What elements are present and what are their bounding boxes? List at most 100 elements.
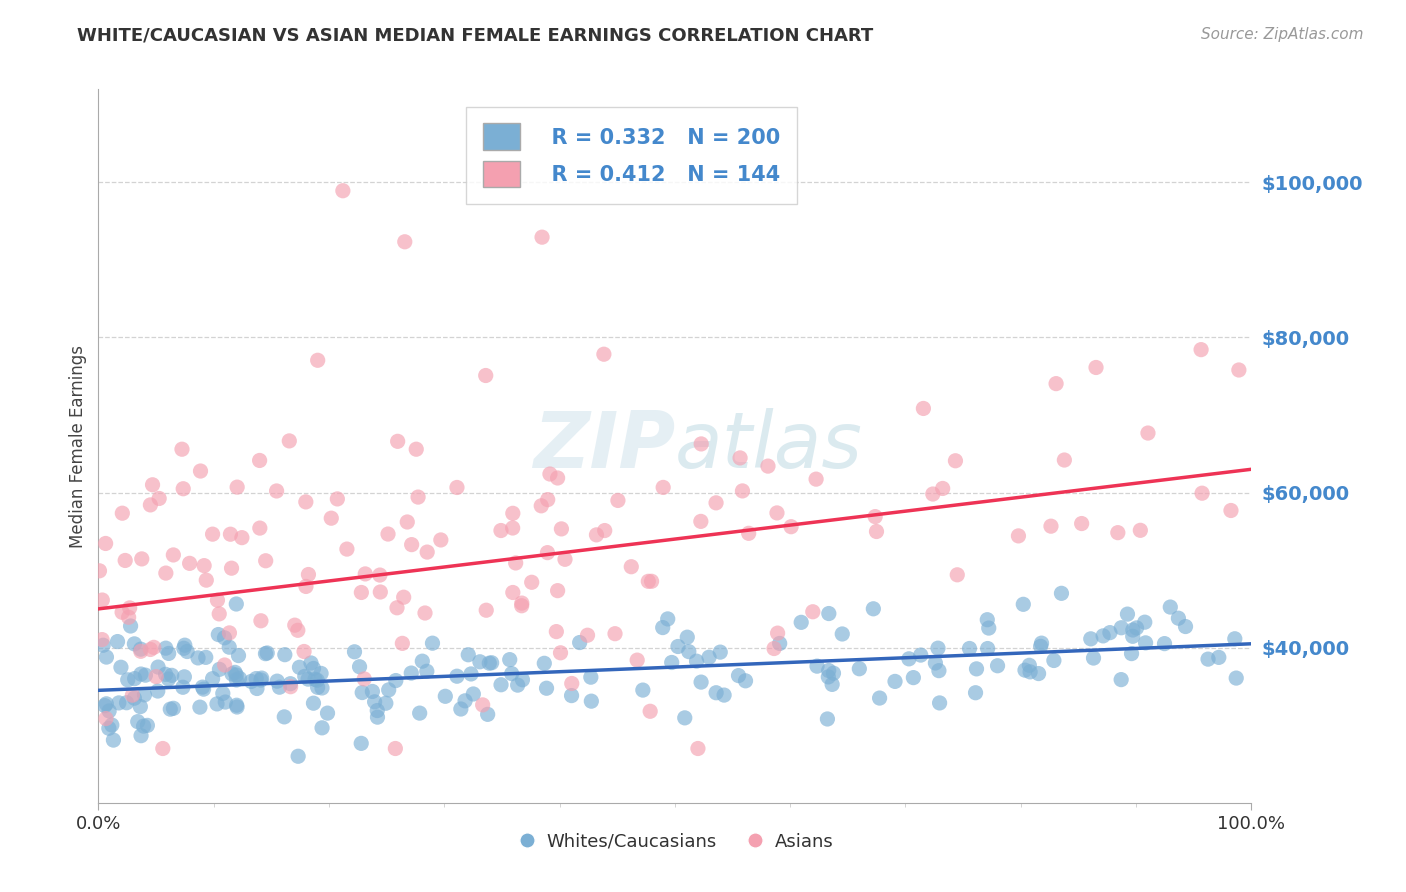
Point (173, 670, 195, 684)
Point (302, 696, 325, 710)
Point (350, 736, 373, 750)
Point (120, 619, 142, 633)
Point (129, 644, 152, 658)
Point (287, 624, 309, 638)
Point (162, 548, 184, 562)
Point (190, 464, 212, 478)
Point (179, 557, 201, 571)
Point (91, 638, 114, 652)
Point (401, 666, 423, 681)
Point (815, 712, 838, 726)
Point (160, 668, 183, 682)
Point (377, 682, 399, 697)
Point (685, 654, 707, 668)
Point (430, 533, 453, 547)
Point (377, 527, 399, 541)
Point (1153, 637, 1175, 651)
Point (1107, 525, 1129, 540)
Point (536, 546, 558, 560)
Point (821, 677, 844, 691)
Point (155, 667, 177, 681)
Point (463, 687, 485, 701)
Point (454, 694, 477, 708)
Point (1223, 632, 1246, 646)
Point (214, 658, 236, 673)
Point (468, 655, 491, 669)
Point (1098, 625, 1121, 640)
Point (401, 538, 423, 552)
Point (278, 434, 301, 448)
Point (921, 487, 943, 501)
Point (530, 499, 553, 513)
Point (986, 658, 1008, 673)
Point (502, 585, 524, 599)
Point (547, 471, 569, 485)
Point (97, 721, 120, 735)
Point (246, 681, 269, 696)
Point (1043, 653, 1066, 667)
Point (1012, 597, 1035, 611)
Point (225, 698, 247, 713)
Point (640, 574, 662, 589)
Point (316, 706, 339, 720)
Point (224, 665, 246, 680)
Point (114, 553, 136, 567)
Point (111, 506, 134, 520)
Point (652, 480, 675, 494)
Point (219, 527, 242, 541)
Point (146, 660, 169, 674)
Point (284, 618, 307, 632)
Point (136, 718, 159, 732)
Point (869, 691, 891, 706)
Point (884, 674, 907, 689)
Point (638, 704, 661, 718)
Point (481, 656, 503, 670)
Point (131, 552, 153, 566)
Point (690, 437, 713, 451)
Point (366, 710, 388, 724)
Point (385, 600, 408, 615)
Point (1129, 524, 1152, 538)
Point (191, 680, 214, 694)
Point (110, 660, 132, 674)
Point (124, 637, 146, 651)
Point (98, 704, 121, 718)
Point (396, 515, 419, 529)
Point (581, 694, 603, 708)
Point (411, 654, 433, 668)
Point (96, 697, 118, 711)
Point (349, 659, 371, 673)
Point (471, 698, 494, 712)
Point (790, 615, 813, 630)
Point (713, 688, 735, 702)
Point (307, 353, 329, 368)
Point (129, 667, 152, 681)
Point (1122, 629, 1144, 643)
Point (336, 542, 359, 557)
Point (1122, 623, 1144, 637)
Point (1220, 503, 1243, 517)
Point (274, 648, 297, 662)
Point (976, 641, 998, 656)
Point (368, 568, 391, 582)
Point (1109, 673, 1132, 687)
Point (127, 714, 149, 729)
Point (965, 686, 987, 700)
Point (387, 434, 409, 449)
Point (176, 644, 198, 658)
Point (1080, 632, 1102, 646)
Point (593, 524, 616, 538)
Point (146, 684, 169, 698)
Point (218, 626, 240, 640)
Point (188, 700, 211, 714)
Point (249, 521, 271, 535)
Point (111, 605, 134, 619)
Point (107, 634, 129, 648)
Point (728, 450, 751, 465)
Point (678, 645, 700, 659)
Point (626, 653, 648, 667)
Point (657, 612, 679, 626)
Point (91, 632, 114, 647)
Point (226, 480, 249, 494)
Point (225, 597, 247, 611)
